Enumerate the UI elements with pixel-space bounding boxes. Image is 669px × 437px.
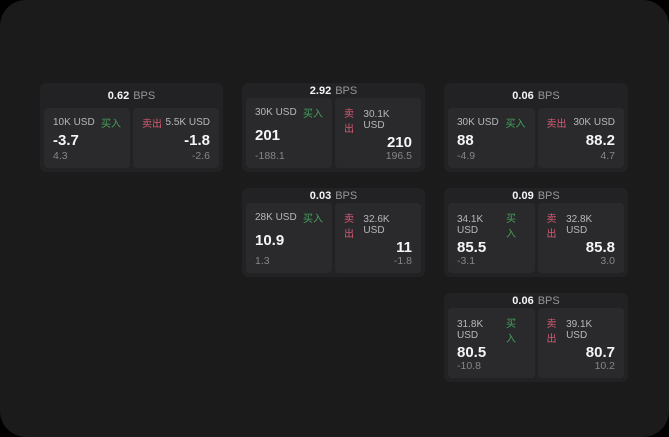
sell-panel[interactable]: 卖出 5.5K USD -1.8 -2.6: [133, 108, 219, 168]
sell-label: 卖出: [546, 119, 567, 130]
buy-price: 10.9: [255, 231, 285, 249]
buy-amount: 34.1K USD: [457, 214, 484, 236]
spread-header: 0.06 BPS: [448, 293, 624, 308]
spread-header: 0.09 BPS: [448, 188, 624, 203]
buy-delta: -10.8: [457, 360, 481, 372]
sell-panel[interactable]: 卖出 32.6K USD 11 -1.8: [335, 203, 421, 273]
sell-price: 11: [396, 239, 412, 256]
sell-amount: 32.6K USD: [363, 214, 390, 236]
spread-unit: BPS: [537, 89, 560, 102]
sell-delta: -1.8: [393, 255, 412, 267]
buy-label: 买入: [505, 214, 516, 240]
spread-header: 0.06 BPS: [448, 83, 624, 108]
buy-amount: 30K USD: [255, 107, 297, 118]
buy-delta: 1.3: [255, 255, 270, 267]
spread-unit: BPS: [537, 189, 560, 202]
sell-label: 卖出: [142, 119, 162, 130]
spread-header: 0.03 BPS: [246, 188, 421, 203]
buy-price: 88: [457, 131, 474, 149]
sell-delta: 4.7: [600, 150, 615, 162]
buy-label: 买入: [505, 119, 526, 130]
spread-header: 2.92 BPS: [246, 83, 421, 98]
buy-label: 买入: [303, 109, 323, 120]
spread-unit: BPS: [537, 294, 560, 307]
spread-value: 0.06: [512, 89, 534, 102]
sell-delta: 10.2: [594, 360, 615, 372]
buy-amount: 31.8K USD: [457, 319, 484, 341]
sell-label: 卖出: [344, 214, 354, 240]
buy-label: 买入: [303, 214, 323, 225]
buy-label: 买入: [505, 319, 516, 345]
spread-value: 0.03: [309, 189, 332, 202]
spread-value: 0.06: [512, 294, 534, 307]
sell-delta: -2.6: [191, 150, 210, 162]
buy-delta: -188.1: [255, 150, 285, 162]
buy-price: -3.7: [53, 131, 79, 149]
quote-card: 0.06 BPS 30K USD 买入 88 -4.9 卖出 30K USD 8…: [444, 83, 628, 172]
sell-price: 88.2: [585, 131, 615, 149]
buy-panel[interactable]: 31.8K USD 买入 80.5 -10.8: [448, 308, 535, 378]
spread-unit: BPS: [335, 189, 358, 202]
sell-amount: 30K USD: [573, 117, 615, 128]
sell-panel[interactable]: 卖出 30.1K USD 210 196.5: [335, 98, 421, 168]
buy-price: 201: [255, 126, 281, 144]
buy-label: 买入: [101, 119, 121, 130]
buy-price: 80.5: [457, 344, 487, 361]
sell-price: 210: [386, 134, 412, 151]
sell-price: -1.8: [184, 131, 210, 149]
buy-panel[interactable]: 30K USD 买入 88 -4.9: [448, 108, 535, 168]
spread-unit: BPS: [335, 84, 358, 97]
spread-value: 2.92: [309, 84, 332, 97]
quote-card: 0.03 BPS 28K USD 买入 10.9 1.3 卖出 32.6K US…: [242, 188, 425, 277]
buy-amount: 28K USD: [255, 212, 297, 223]
buy-panel[interactable]: 10K USD 买入 -3.7 4.3: [44, 108, 130, 168]
quote-card: 0.09 BPS 34.1K USD 买入 85.5 -3.1 卖出 32.8K…: [444, 188, 628, 277]
sell-label: 卖出: [546, 214, 557, 240]
buy-price: 85.5: [457, 239, 487, 256]
spread-value: 0.09: [512, 189, 534, 202]
buy-panel[interactable]: 34.1K USD 买入 85.5 -3.1: [448, 203, 535, 273]
buy-panel[interactable]: 30K USD 买入 201 -188.1: [246, 98, 332, 168]
quote-card: 2.92 BPS 30K USD 买入 201 -188.1 卖出 30.1K …: [242, 83, 425, 172]
quote-card: 0.62 BPS 10K USD 买入 -3.7 4.3 卖出 5.5K USD…: [40, 83, 223, 172]
buy-panel[interactable]: 28K USD 买入 10.9 1.3: [246, 203, 332, 273]
buy-delta: -3.1: [457, 255, 476, 267]
sell-delta: 196.5: [385, 150, 412, 162]
sell-delta: 3.0: [600, 255, 615, 267]
sell-price: 85.8: [585, 239, 615, 256]
sell-panel[interactable]: 卖出 32.8K USD 85.8 3.0: [537, 203, 624, 273]
sell-label: 卖出: [546, 319, 557, 345]
sell-price: 80.7: [585, 344, 615, 361]
quote-card: 0.06 BPS 31.8K USD 买入 80.5 -10.8 卖出 39.1…: [444, 293, 628, 382]
buy-amount: 10K USD: [53, 117, 95, 128]
buy-delta: 4.3: [53, 150, 68, 162]
sell-amount: 39.1K USD: [566, 319, 593, 341]
buy-amount: 30K USD: [457, 117, 499, 128]
sell-label: 卖出: [344, 109, 354, 135]
buy-delta: -4.9: [457, 150, 476, 162]
sell-amount: 32.8K USD: [566, 214, 593, 236]
spread-unit: BPS: [133, 89, 156, 102]
spread-header: 0.62 BPS: [44, 83, 219, 108]
sell-amount: 30.1K USD: [363, 109, 390, 131]
sell-panel[interactable]: 卖出 39.1K USD 80.7 10.2: [537, 308, 624, 378]
spread-value: 0.62: [107, 89, 130, 102]
sell-amount: 5.5K USD: [165, 117, 210, 128]
sell-panel[interactable]: 卖出 30K USD 88.2 4.7: [537, 108, 624, 168]
